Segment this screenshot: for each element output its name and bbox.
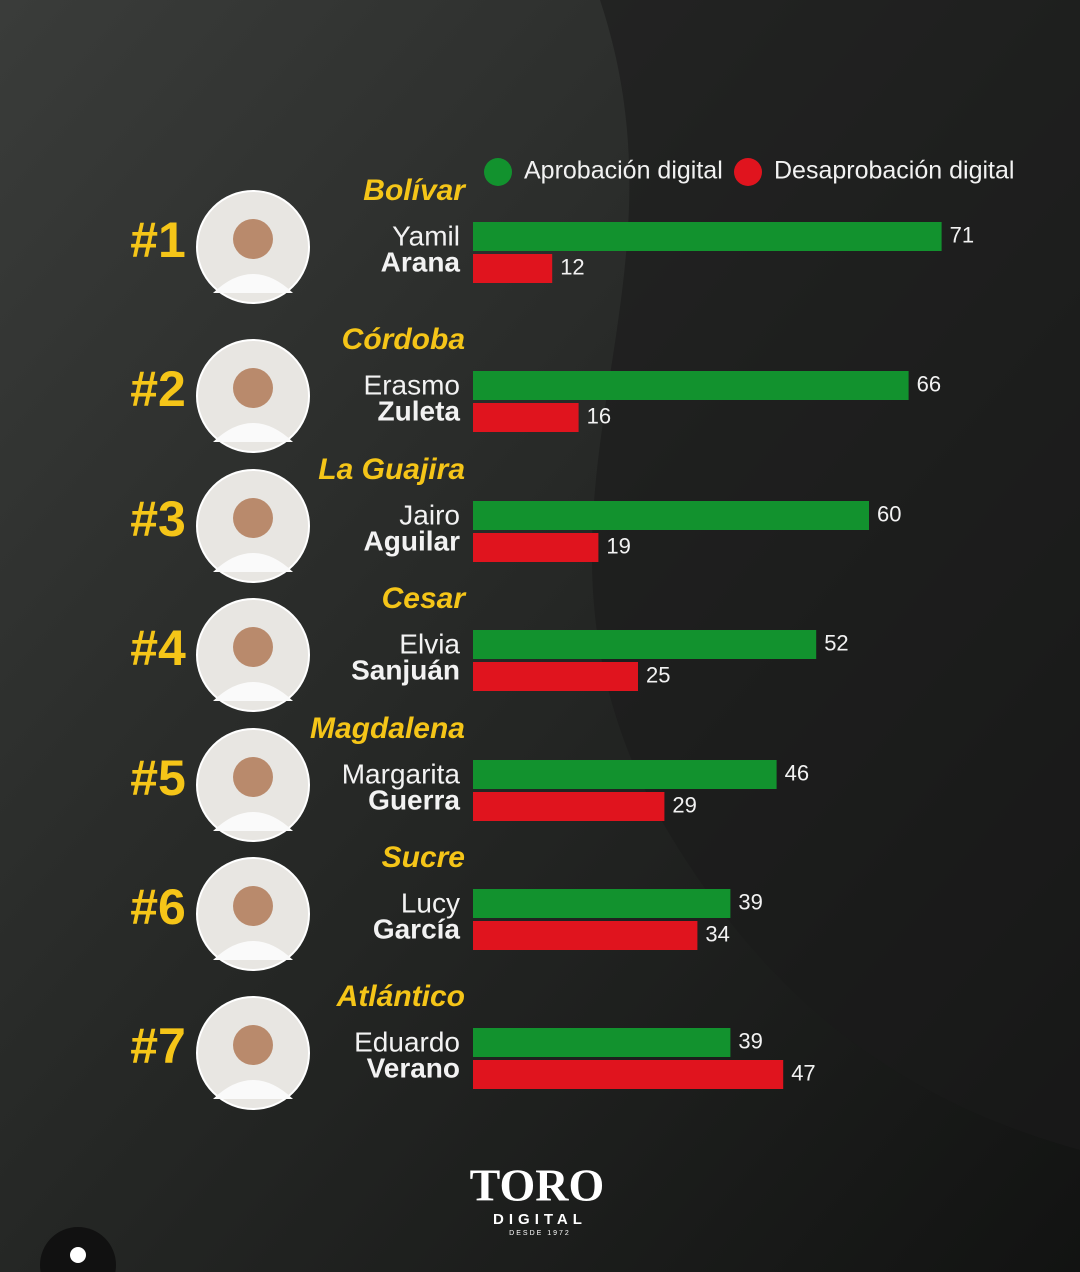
rank: #5 <box>130 750 186 806</box>
value-label: 39 <box>738 1028 762 1053</box>
bar <box>473 760 777 789</box>
photo-head <box>233 498 273 538</box>
last-name: Guerra <box>368 784 460 815</box>
first-name: Lucy <box>401 887 460 918</box>
photo-body <box>213 423 293 442</box>
rank: #3 <box>130 491 186 547</box>
profile-icon <box>70 1247 86 1263</box>
last-name: Aguilar <box>364 525 461 556</box>
region: Córdoba <box>342 323 465 356</box>
legend-swatch <box>484 158 512 186</box>
first-name: Eduardo <box>354 1026 460 1057</box>
photo-head <box>233 368 273 408</box>
rank: #6 <box>130 879 186 935</box>
photo-head <box>233 219 273 259</box>
bar <box>473 533 599 562</box>
region: Cesar <box>382 582 468 615</box>
first-name: Erasmo <box>364 369 460 400</box>
rank: #7 <box>130 1018 186 1074</box>
photo-body <box>213 682 293 701</box>
value-label: 47 <box>791 1060 815 1085</box>
region: Magdalena <box>310 712 465 745</box>
bar <box>473 630 817 659</box>
rank: #2 <box>130 361 186 417</box>
value-label: 25 <box>646 662 670 687</box>
bar <box>473 889 731 918</box>
photo-head <box>233 627 273 667</box>
value-label: 66 <box>917 371 941 396</box>
value-label: 34 <box>705 921 729 946</box>
legend-label: Aprobación digital <box>524 157 723 185</box>
last-name: García <box>373 913 461 944</box>
first-name: Jairo <box>399 499 460 530</box>
photo-body <box>213 812 293 831</box>
last-name: Zuleta <box>378 395 461 426</box>
logo-name: TORO <box>470 1160 605 1211</box>
value-label: 71 <box>950 222 974 247</box>
value-label: 16 <box>587 403 611 428</box>
last-name: Verano <box>367 1052 460 1083</box>
photo-body <box>213 941 293 960</box>
photo-head <box>233 886 273 926</box>
value-label: 29 <box>672 792 696 817</box>
legend-label: Desaprobación digital <box>774 157 1014 185</box>
map-shape <box>591 0 1080 1150</box>
region: La Guajira <box>318 453 465 486</box>
region: Bolívar <box>363 174 467 207</box>
legend-swatch <box>734 158 762 186</box>
last-name: Arana <box>381 246 461 277</box>
first-name: Elvia <box>399 628 460 659</box>
bar <box>473 662 638 691</box>
value-label: 60 <box>877 501 901 526</box>
bar <box>473 1028 731 1057</box>
logo-sub: DIGITAL <box>493 1211 587 1228</box>
photo-body <box>213 274 293 293</box>
photo-body <box>213 553 293 572</box>
first-name: Yamil <box>392 220 460 251</box>
bar <box>473 792 665 821</box>
bar <box>473 501 869 530</box>
photo-head <box>233 1025 273 1065</box>
region: Sucre <box>382 841 465 874</box>
rank: #1 <box>130 212 186 268</box>
value-label: 12 <box>560 254 584 279</box>
bar <box>473 222 942 251</box>
logo-since: DESDE 1972 <box>509 1230 571 1237</box>
value-label: 46 <box>785 760 809 785</box>
region: Atlántico <box>336 980 465 1013</box>
bar <box>473 254 553 283</box>
photo-head <box>233 757 273 797</box>
value-label: 52 <box>824 630 848 655</box>
logo: TORO DIGITAL DESDE 1972 <box>470 1160 605 1237</box>
bar <box>473 921 698 950</box>
bar <box>473 403 579 432</box>
rank: #4 <box>130 620 186 676</box>
bar <box>473 1060 784 1089</box>
photo-body <box>213 1080 293 1099</box>
bar <box>473 371 909 400</box>
value-label: 39 <box>738 889 762 914</box>
last-name: Sanjuán <box>351 654 460 685</box>
value-label: 19 <box>606 533 630 558</box>
first-name: Margarita <box>342 758 461 789</box>
